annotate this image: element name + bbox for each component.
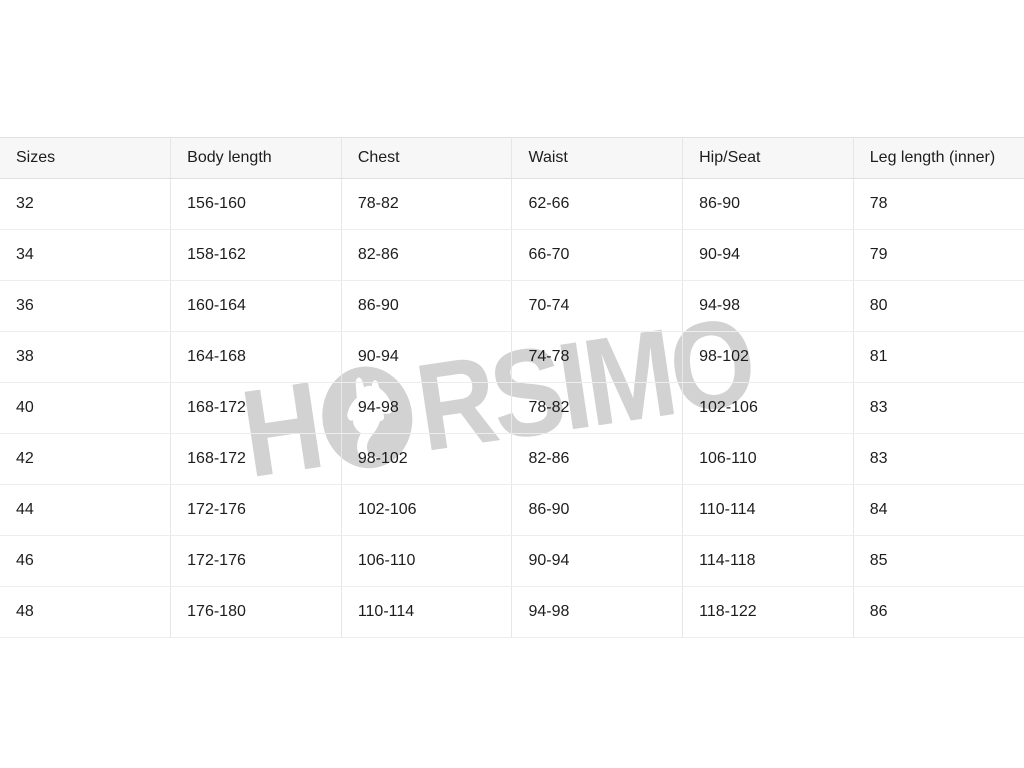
table-cell: 86-90 xyxy=(511,484,684,536)
table-cell: 94-98 xyxy=(682,280,854,332)
table-cell: 86-90 xyxy=(682,178,854,230)
table-cell: 110-114 xyxy=(682,484,854,536)
table-row: 46 172-176 106-110 90-94 114-118 85 xyxy=(0,535,1024,587)
table-cell: 82-86 xyxy=(341,229,513,281)
table-cell: 106-110 xyxy=(341,535,513,587)
table-cell: 90-94 xyxy=(511,535,684,587)
table-cell: 83 xyxy=(853,382,1024,434)
column-header: Hip/Seat xyxy=(682,137,854,179)
table-cell: 102-106 xyxy=(341,484,513,536)
table-cell: 78-82 xyxy=(341,178,513,230)
table-cell: 36 xyxy=(0,280,172,332)
table-row: 32 156-160 78-82 62-66 86-90 78 xyxy=(0,178,1024,230)
table-cell: 46 xyxy=(0,535,172,587)
table-cell: 86-90 xyxy=(341,280,513,332)
table-cell: 44 xyxy=(0,484,172,536)
table-cell: 78 xyxy=(853,178,1024,230)
table-cell: 94-98 xyxy=(341,382,513,434)
table-cell: 40 xyxy=(0,382,172,434)
table-cell: 66-70 xyxy=(511,229,684,281)
column-header: Sizes xyxy=(0,137,172,179)
size-table-head: Sizes Body length Chest Waist Hip/Seat Leg le… xyxy=(0,137,1024,179)
table-cell: 83 xyxy=(853,433,1024,485)
table-cell: 98-102 xyxy=(682,331,854,383)
table-cell: 48 xyxy=(0,586,172,638)
table-cell: 98-102 xyxy=(341,433,513,485)
table-cell: 94-98 xyxy=(511,586,684,638)
table-cell: 79 xyxy=(853,229,1024,281)
table-cell: 34 xyxy=(0,229,172,281)
table-cell: 164-168 xyxy=(170,331,342,383)
table-cell: 158-162 xyxy=(170,229,342,281)
table-cell: 172-176 xyxy=(170,484,342,536)
table-cell: 62-66 xyxy=(511,178,684,230)
table-cell: 90-94 xyxy=(682,229,854,281)
table-cell: 106-110 xyxy=(682,433,854,485)
column-header: Leg length (inner) xyxy=(853,137,1024,179)
table-cell: 84 xyxy=(853,484,1024,536)
size-table: Sizes Body length Chest Waist Hip/Seat Leg le… xyxy=(0,137,1024,638)
table-cell: 90-94 xyxy=(341,331,513,383)
table-cell: 74-78 xyxy=(511,331,684,383)
column-header: Body length xyxy=(170,137,342,179)
table-cell: 172-176 xyxy=(170,535,342,587)
table-cell: 82-86 xyxy=(511,433,684,485)
table-row: 42 168-172 98-102 82-86 106-110 83 xyxy=(0,433,1024,485)
table-row: 40 168-172 94-98 78-82 102-106 83 xyxy=(0,382,1024,434)
column-header: Chest xyxy=(341,137,513,179)
table-row: 44 172-176 102-106 86-90 110-114 84 xyxy=(0,484,1024,536)
table-header-row: Sizes Body length Chest Waist Hip/Seat Leg le… xyxy=(0,137,1024,179)
table-cell: 70-74 xyxy=(511,280,684,332)
table-cell: 110-114 xyxy=(341,586,513,638)
table-cell: 38 xyxy=(0,331,172,383)
size-table-body: 32 156-160 78-82 62-66 86-90 78 34 158-162 82-86… xyxy=(0,178,1024,638)
table-cell: 102-106 xyxy=(682,382,854,434)
table-cell: 32 xyxy=(0,178,172,230)
table-cell: 80 xyxy=(853,280,1024,332)
table-row: 34 158-162 82-86 66-70 90-94 79 xyxy=(0,229,1024,281)
table-row: 38 164-168 90-94 74-78 98-102 81 xyxy=(0,331,1024,383)
table-cell: 86 xyxy=(853,586,1024,638)
table-cell: 168-172 xyxy=(170,382,342,434)
table-row: 48 176-180 110-114 94-98 118-122 86 xyxy=(0,586,1024,638)
column-header: Waist xyxy=(511,137,684,179)
table-cell: 156-160 xyxy=(170,178,342,230)
table-row: 36 160-164 86-90 70-74 94-98 80 xyxy=(0,280,1024,332)
table-cell: 176-180 xyxy=(170,586,342,638)
table-cell: 81 xyxy=(853,331,1024,383)
table-cell: 160-164 xyxy=(170,280,342,332)
table-cell: 118-122 xyxy=(682,586,854,638)
table-cell: 78-82 xyxy=(511,382,684,434)
table-cell: 168-172 xyxy=(170,433,342,485)
table-cell: 114-118 xyxy=(682,535,854,587)
table-cell: 85 xyxy=(853,535,1024,587)
table-cell: 42 xyxy=(0,433,172,485)
